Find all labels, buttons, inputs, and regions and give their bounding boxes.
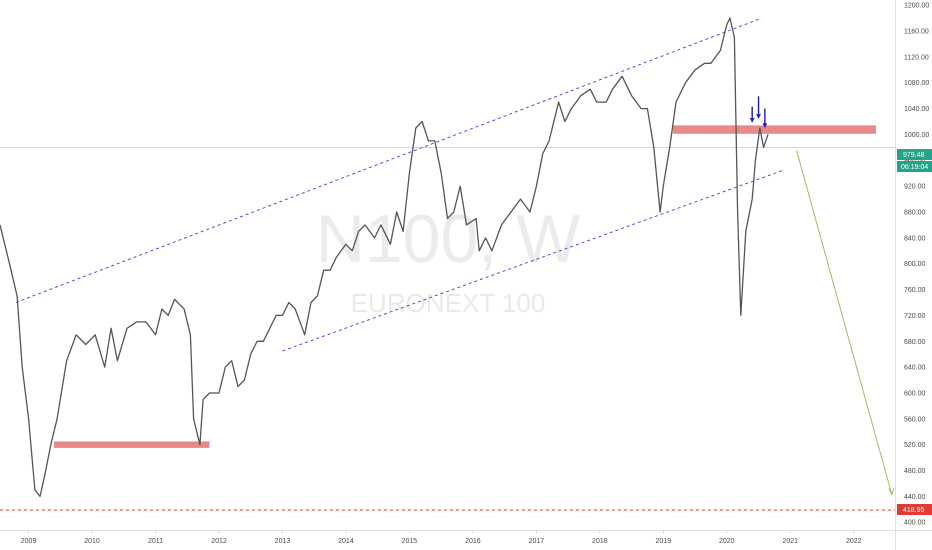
support-zones [53, 125, 876, 448]
price-tick-label: 400.00 [904, 520, 926, 527]
watermark-symbol: N100, W [316, 201, 581, 277]
price-tick-label: 520.00 [904, 442, 926, 449]
time-tick-label: 2022 [846, 538, 862, 545]
time-tick-label: 2021 [782, 538, 798, 545]
price-tick-label: 640.00 [904, 365, 926, 372]
time-tick-label: 2016 [465, 538, 481, 545]
price-tick-label: 1120.00 [904, 54, 929, 61]
time-tick-label: 2010 [84, 538, 100, 545]
price-tick-label: 880.00 [904, 210, 926, 217]
support-zone [53, 441, 210, 448]
price-tick-label: 840.00 [904, 235, 926, 242]
price-line [0, 17, 769, 498]
time-tick-label: 2020 [719, 538, 735, 545]
support-level-label: 418.95 [903, 507, 925, 514]
price-tick-label: 760.00 [904, 287, 926, 294]
price-series [0, 17, 769, 498]
down-arrow-head [756, 114, 762, 119]
time-tick-label: 2012 [211, 538, 227, 545]
annotation-lines [0, 17, 895, 511]
time-tick-label: 2014 [338, 538, 354, 545]
price-tick-label: 1040.00 [904, 106, 929, 113]
price-tick-label: 920.00 [904, 184, 926, 191]
down-arrow-head [749, 118, 755, 123]
channel-lower-line [282, 169, 785, 352]
time-axis[interactable]: 2009 2010 2011 2012 2013 2014 2015 2016 2017 2018… [21, 530, 862, 545]
support-level-tag: 418.95 [897, 504, 932, 515]
down-arrow-head [762, 123, 768, 128]
channel-upper-line [15, 17, 762, 303]
time-tick-label: 2013 [275, 538, 291, 545]
time-tick-label: 2018 [592, 538, 608, 545]
price-tick-label: 600.00 [904, 390, 926, 397]
price-tick-label: 1200.00 [904, 3, 929, 10]
price-tick-label: 1160.00 [904, 29, 929, 36]
price-tick-label: 800.00 [904, 261, 926, 268]
price-tick-label: 1080.00 [904, 80, 929, 87]
price-tick-label: 720.00 [904, 313, 926, 320]
price-tick-label: 680.00 [904, 339, 926, 346]
price-tick-label: 560.00 [904, 416, 926, 423]
countdown-label: 06:19:04 [901, 164, 928, 171]
watermark-name: EURONEXT 100 [351, 288, 546, 318]
countdown-tag: 06:19:04 [897, 161, 932, 172]
support-zone [672, 125, 876, 134]
time-tick-label: 2017 [529, 538, 545, 545]
projection-line [796, 150, 893, 495]
time-tick-label: 2011 [148, 538, 163, 545]
price-tick-label: 440.00 [904, 494, 926, 501]
time-tick-label: 2009 [21, 538, 37, 545]
last-price-label: 979.48 [903, 152, 925, 159]
projection-arrowhead [888, 488, 895, 496]
last-price-tag: 979.48 [897, 149, 932, 160]
time-tick-label: 2015 [402, 538, 418, 545]
time-tick-label: 2019 [656, 538, 672, 545]
annotation-arrows [749, 96, 768, 128]
price-tick-label: 480.00 [904, 468, 926, 475]
price-tick-label: 1000.00 [904, 132, 929, 139]
